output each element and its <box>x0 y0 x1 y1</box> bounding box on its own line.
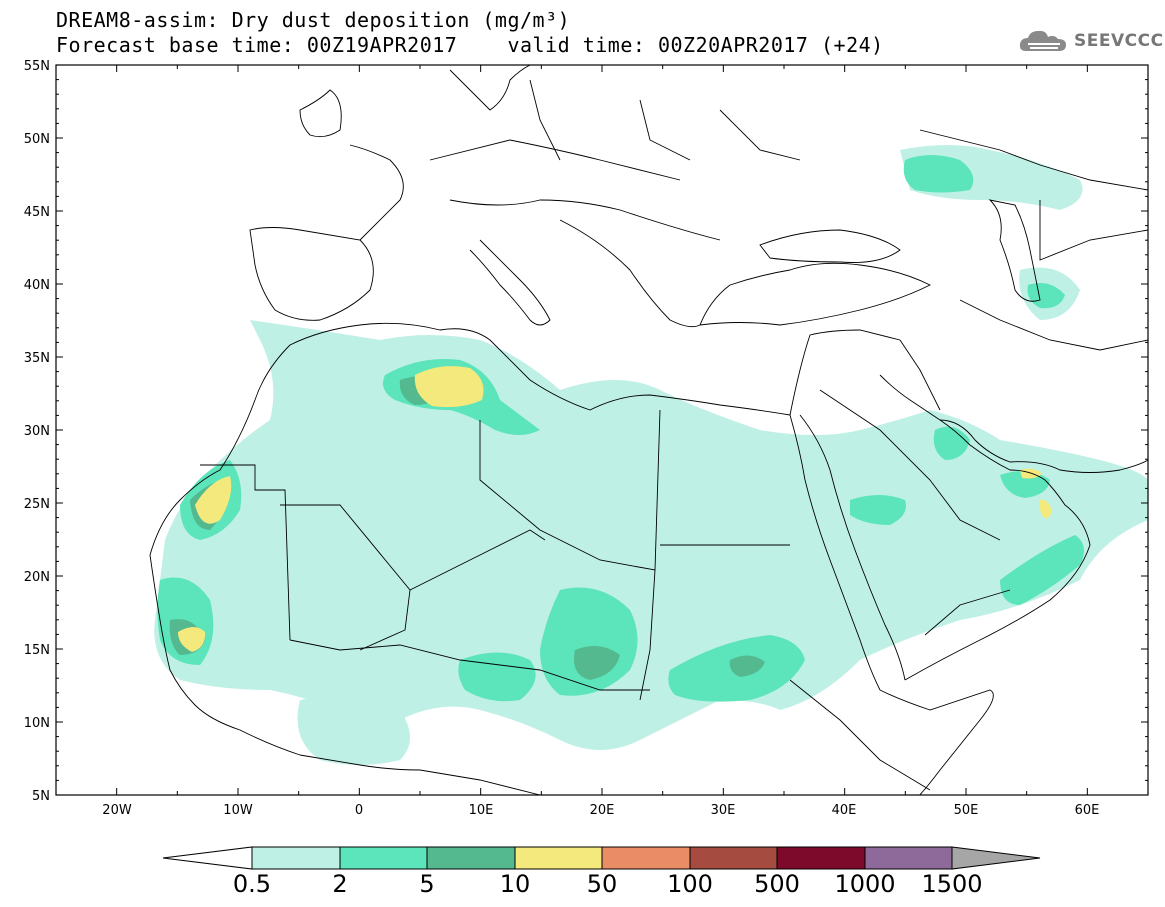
border-yemen <box>924 589 1011 636</box>
coastline-africa-west <box>149 554 541 795</box>
border-ethiopia <box>789 679 931 791</box>
dust-contour-2-niger <box>458 652 536 702</box>
border-chad-sudan <box>639 569 656 701</box>
lat-label-25n: 25N <box>24 497 50 512</box>
dust-contour-2-oman <box>1000 535 1084 605</box>
colorbar-label-100: 100 <box>667 870 713 898</box>
dust-contour-10-oman <box>1039 499 1052 519</box>
coastline-britain <box>299 89 342 138</box>
axis-ticks <box>55 64 1149 796</box>
colorbar-right-arrow <box>951 846 1041 870</box>
dust-contour-0.5-sahel-south <box>297 696 410 765</box>
lat-label-45n: 45N <box>24 205 50 220</box>
dust-contour-10-algeria <box>414 366 484 408</box>
coastline-redsea-east <box>799 414 906 681</box>
lon-label-20e: 20E <box>590 803 615 818</box>
lon-label-30e: 30E <box>711 803 736 818</box>
colorbar-swatch-0 <box>251 846 341 870</box>
border-central-asia <box>919 129 1148 261</box>
dust-contour-2-gulf <box>933 426 970 460</box>
lon-label-0: 0 <box>355 803 363 818</box>
lat-label-15n: 15N <box>24 643 50 658</box>
lon-label-10w: 10W <box>223 803 253 818</box>
lat-label-10n: 10N <box>24 716 50 731</box>
coastline-arabia <box>879 374 1091 681</box>
lat-label-5n: 5N <box>32 789 50 804</box>
lat-label-55n: 55N <box>24 59 50 74</box>
lat-label-40n: 40N <box>24 278 50 293</box>
dust-contour-10-senegal <box>178 627 206 652</box>
y-axis-labels: 55N 50N 45N 40N 35N 30N 25N 20N 15N 10N … <box>24 59 50 804</box>
colorbar-label-1500: 1500 <box>921 870 982 898</box>
border-saudi <box>819 389 1001 541</box>
colorbar-swatch-7 <box>864 846 953 870</box>
coastline-caspian <box>988 199 1041 302</box>
dust-contour-2-chad <box>540 587 638 696</box>
x-axis-labels: 20W 10W 0 10E 20E 30E 40E 50E 60E <box>102 803 1099 818</box>
lat-label-20n: 20N <box>24 570 50 585</box>
colorbar-label-500: 500 <box>754 870 800 898</box>
coastline-horn <box>879 689 994 795</box>
colorbar-label-10: 10 <box>500 870 531 898</box>
colorbar-left-arrow <box>162 846 253 870</box>
coastline-scandinavia <box>449 65 531 111</box>
coastline-italy <box>469 239 551 326</box>
cloud-logo-icon <box>1019 30 1066 51</box>
lon-label-10e: 10E <box>469 803 494 818</box>
border-europe-3 <box>529 79 801 161</box>
dust-contour-2-uae <box>1000 471 1050 498</box>
colorbar-swatch-4 <box>601 846 691 870</box>
border-libya <box>479 409 661 571</box>
coastline-blacksea <box>759 229 901 263</box>
colorbar-swatch-3 <box>514 846 603 870</box>
border-mauritania <box>200 464 291 641</box>
coastline-africa-north <box>149 322 791 556</box>
colorbar-label-5: 5 <box>419 870 434 898</box>
lon-label-60e: 60E <box>1075 803 1100 818</box>
dust-contour-2-iran <box>1027 282 1065 309</box>
colorbar-swatch-2 <box>426 846 516 870</box>
colorbar: 0.5 2 5 10 50 100 500 1000 1500 <box>162 846 1041 898</box>
coastlines-and-borders <box>149 65 1148 795</box>
border-europe-1 <box>429 139 681 181</box>
dust-contour-10-mauritania <box>195 476 232 524</box>
colorbar-label-1000: 1000 <box>834 870 895 898</box>
coastline-balkans <box>559 219 701 328</box>
lon-label-20w: 20W <box>102 803 132 818</box>
dust-contour-2-kazakh <box>903 155 974 193</box>
coastline-france <box>349 144 404 241</box>
dust-contour-5-chad <box>574 646 620 680</box>
coastline-turkey <box>699 262 932 326</box>
forecast-time-line: Forecast base time: 00Z19APR2017 valid t… <box>56 33 884 57</box>
lat-label-30n: 30N <box>24 424 50 439</box>
lat-label-35n: 35N <box>24 351 50 366</box>
colorbar-swatch-5 <box>689 846 778 870</box>
seevccc-logo: SEEVCCC <box>1018 26 1164 56</box>
dust-contour-0.5 <box>154 320 1148 750</box>
map-title: DREAM8-assim: Dry dust deposition (mg/m³… <box>56 8 571 32</box>
dust-deposition-field <box>154 145 1148 765</box>
colorbar-label-0.5: 0.5 <box>233 870 271 898</box>
lat-label-50n: 50N <box>24 132 50 147</box>
lon-label-50e: 50E <box>954 803 979 818</box>
coastline-redsea-west <box>789 414 881 691</box>
dust-contour-5-sudan <box>729 655 765 677</box>
colorbar-swatch-6 <box>776 846 866 870</box>
border-sahel-countries <box>289 639 650 691</box>
coastline-levant <box>789 329 901 416</box>
coastline-iran <box>939 419 1148 473</box>
lon-label-40e: 40E <box>832 803 857 818</box>
border-algeria-niger <box>409 529 546 591</box>
logo-text: SEEVCCC <box>1074 31 1164 51</box>
dust-contour-2-arabia <box>850 495 906 525</box>
colorbar-label-2: 2 <box>332 870 347 898</box>
colorbar-swatch-1 <box>339 846 428 870</box>
coastline-iberia <box>249 227 374 321</box>
border-europe-2 <box>449 199 721 241</box>
colorbar-label-50: 50 <box>587 870 618 898</box>
border-iran-iraq <box>899 299 1148 411</box>
